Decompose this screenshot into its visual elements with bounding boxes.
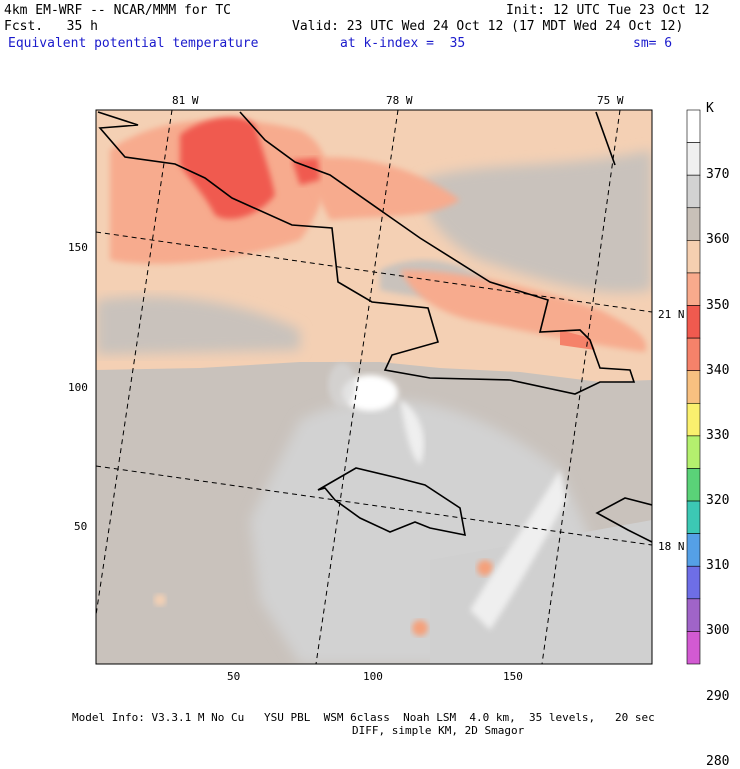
lon-label-81w: 81 W <box>172 94 199 107</box>
colorbar-swatch <box>686 598 701 632</box>
map-canvas <box>95 109 701 665</box>
meridian-81w <box>96 110 173 616</box>
colorbar-level-label: 310 <box>706 558 730 574</box>
colorbar-unit: K <box>706 101 714 116</box>
colorbar-swatch <box>686 240 701 274</box>
coastline-hispaniola <box>595 497 652 543</box>
colorbar-swatch <box>686 305 701 339</box>
coastline-ne <box>595 111 616 166</box>
colorbar-swatch <box>686 533 701 567</box>
colorbar-level-label: 300 <box>706 623 730 639</box>
colorbar-level-label: 340 <box>706 362 730 378</box>
colorbar-swatch <box>686 435 701 469</box>
colorbar <box>686 109 701 665</box>
colorbar-level-label: 320 <box>706 493 730 509</box>
lon-label-78w: 78 W <box>386 94 413 107</box>
colorbar-swatch <box>686 468 701 502</box>
colorbar-level-label: 350 <box>706 297 730 313</box>
colorbar-level-label: 360 <box>706 232 730 248</box>
colorbar-level-label: 280 <box>706 753 730 769</box>
colorbar-swatch <box>686 337 701 372</box>
parallel-21n <box>96 231 652 313</box>
colorbar-swatch <box>686 207 701 241</box>
warm-spot-2 <box>412 620 428 636</box>
salmon-region-n <box>300 157 460 220</box>
forecast-hour: Fcst. 35 h <box>4 19 98 34</box>
lat-label-21n: 21 N <box>658 308 685 321</box>
graticule <box>96 110 652 664</box>
smoothing-label: sm= 6 <box>633 36 673 51</box>
y-tick-100: 100 <box>68 381 88 394</box>
gray-patch-ne <box>420 150 652 293</box>
light-band-core <box>400 400 424 465</box>
warm-spot-3 <box>154 594 166 606</box>
field-name: Equivalent potential temperature <box>8 36 259 51</box>
red-core-n <box>292 158 320 185</box>
coastline-cuba <box>97 111 636 395</box>
colorbar-level-label: 370 <box>706 167 730 183</box>
y-tick-50: 50 <box>74 520 88 533</box>
model-title: 4km EM-WRF -- NCAR/MMM for TC <box>4 3 231 18</box>
parallel-18n <box>96 465 652 546</box>
cyclone-core <box>342 375 398 411</box>
warm-spot-1 <box>477 560 493 576</box>
coastlines <box>97 111 652 543</box>
x-tick-150: 150 <box>503 670 523 683</box>
colorbar-level-label: 290 <box>706 688 730 704</box>
salmon-spot-e <box>560 330 595 350</box>
light-band-se <box>470 470 566 630</box>
lon-label-75w: 75 W <box>597 94 624 107</box>
colorbar-swatch <box>686 142 701 176</box>
colorbar-level-label: 330 <box>706 427 730 443</box>
theta-e-field <box>96 110 652 664</box>
lat-label-18n: 18 N <box>658 540 685 553</box>
colorbar-swatch <box>686 631 701 665</box>
colorbar-swatch <box>686 174 701 209</box>
colorbar-swatch <box>686 109 701 143</box>
coastline-jamaica <box>317 467 467 537</box>
meridian-78w <box>315 110 399 664</box>
red-core-nw <box>180 117 275 219</box>
init-time: Init: 12 UTC Tue 23 Oct 12 <box>506 3 710 18</box>
x-tick-50: 50 <box>227 670 241 683</box>
core-ring <box>328 363 356 407</box>
colorbar-swatch <box>686 272 701 306</box>
gray-patch-w <box>96 296 300 355</box>
salmon-band-ne <box>400 270 647 352</box>
gray-region-se <box>430 520 652 664</box>
colorbar-swatch <box>686 500 701 534</box>
model-info-diffusion: DIFF, simple KM, 2D Smagor <box>352 724 525 737</box>
plot-frame <box>95 109 653 665</box>
meridian-75w <box>541 110 621 664</box>
colorbar-swatch <box>686 370 701 404</box>
colorbar-swatch <box>686 565 701 600</box>
valid-time: Valid: 23 UTC Wed 24 Oct 12 (17 MDT Wed … <box>292 19 684 34</box>
model-info: Model Info: V3.3.1 M No Cu YSU PBL WSM 6… <box>72 711 655 724</box>
colorbar-swatch <box>686 402 701 437</box>
x-tick-100: 100 <box>363 670 383 683</box>
y-tick-150: 150 <box>68 241 88 254</box>
k-index-label: at k-index = 35 <box>340 36 466 51</box>
